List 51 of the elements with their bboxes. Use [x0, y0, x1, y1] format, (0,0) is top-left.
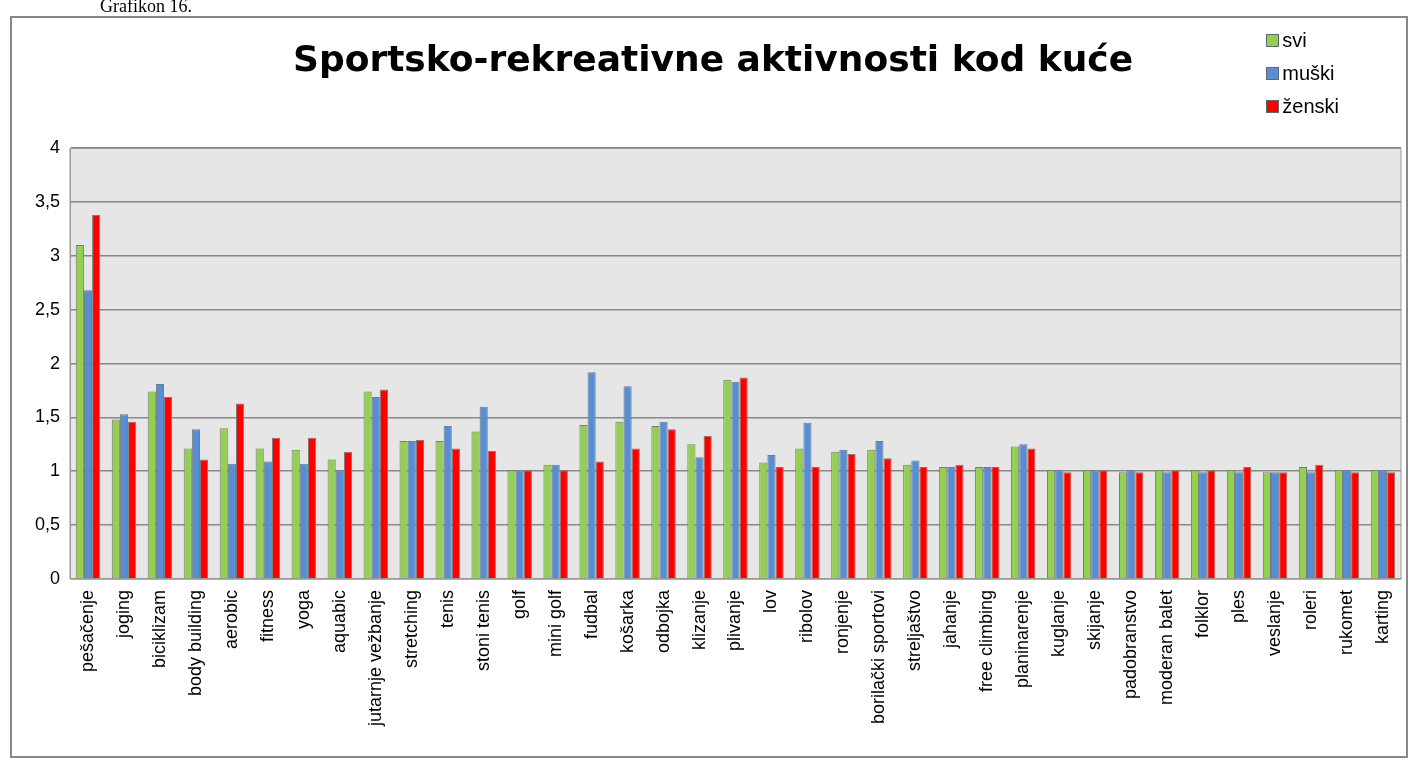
x-tick-label: rukomet	[1336, 589, 1357, 655]
y-tick-label: 4	[50, 137, 61, 158]
y-tick-label: 0,5	[34, 514, 61, 535]
legend-label: muški	[1282, 62, 1335, 85]
y-tick-label: 3,5	[34, 191, 61, 212]
x-tick-label: stoni tenis	[472, 589, 493, 671]
y-tick-label: 2	[50, 352, 61, 373]
x-tick-label: roleri	[1300, 589, 1321, 630]
x-tick-label: aquabic	[328, 589, 349, 653]
x-tick-label: tenis	[436, 589, 457, 628]
x-tick-label: joging	[112, 589, 133, 639]
x-tick-label: jutarnje vežbanje	[364, 589, 385, 727]
x-tick-label: lov	[760, 589, 781, 613]
x-tick-label: planinarenje	[1012, 589, 1033, 688]
x-tick-label: skijanje	[1084, 589, 1105, 650]
x-tick-label: odbojka	[652, 588, 673, 653]
x-tick-label: padobranstvo	[1120, 589, 1141, 699]
y-tick-label: 2,5	[34, 298, 61, 319]
x-tick-label: biciklizam	[148, 589, 169, 668]
x-tick-label: body building	[184, 589, 205, 696]
x-tick-label: plivanje	[724, 589, 745, 651]
x-tick-label: aerobic	[220, 589, 241, 649]
x-tick-label: mini golf	[544, 588, 565, 657]
x-tick-label: moderan balet	[1156, 589, 1177, 705]
x-tick-label: fudbal	[580, 589, 601, 639]
chart-title: Sportsko-rekreativne aktivnosti kod kuće	[292, 37, 1134, 79]
x-tick-label: klizanje	[688, 589, 709, 650]
x-tick-label: veslanje	[1264, 589, 1285, 656]
y-tick-label: 1,5	[34, 406, 61, 427]
y-tick-label: 0	[50, 567, 61, 588]
x-tick-label: golf	[508, 588, 529, 619]
x-tick-label: borilački sportovi	[868, 589, 889, 724]
x-tick-label: ples	[1228, 589, 1249, 623]
x-tick-label: jahanje	[940, 589, 961, 649]
legend-label: ženski	[1282, 95, 1339, 118]
x-tick-label: ronjenje	[832, 589, 853, 654]
x-tick-label: stretching	[400, 589, 421, 668]
x-tick-label: fitness	[256, 589, 277, 642]
x-tick-label: kuglanje	[1048, 589, 1069, 657]
x-tick-label: yoga	[292, 588, 313, 629]
x-tick-label: free climbing	[976, 589, 997, 692]
text: Grafikon 16.	[100, 0, 192, 17]
x-tick-label: ribolov	[796, 589, 817, 643]
legend-label: svi	[1282, 29, 1307, 52]
y-tick-label: 1	[50, 460, 61, 481]
y-tick-label: 3	[50, 244, 61, 265]
x-tick-label: streljaštvo	[904, 589, 925, 671]
x-tick-label: košarka	[616, 588, 637, 653]
x-tick-label: karting	[1371, 589, 1392, 644]
x-tick-label: folklor	[1192, 589, 1213, 638]
x-tick-label: pešačenje	[76, 589, 97, 672]
